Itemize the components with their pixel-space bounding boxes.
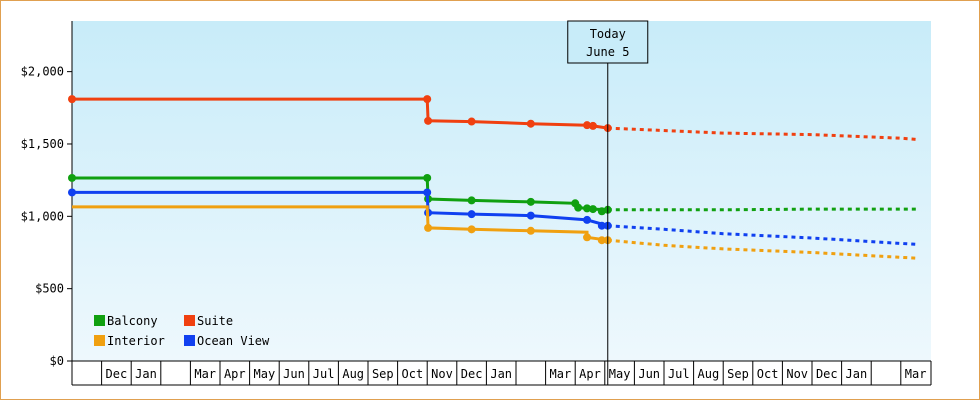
x-tick-label: May [609, 367, 631, 381]
y-tick-label: $0 [50, 354, 64, 368]
x-tick-label: Jan [490, 367, 512, 381]
data-point-ocean-view [68, 188, 76, 197]
x-tick-label: Sep [727, 367, 749, 381]
x-tick-label: Dec [106, 367, 128, 381]
x-tick-label: Jan [135, 367, 157, 381]
data-point-suite [588, 121, 597, 130]
data-point-balcony [68, 173, 76, 182]
x-tick-label: Jan [846, 367, 868, 381]
today-label: Today [590, 27, 626, 41]
data-point-ocean-view [526, 211, 535, 220]
x-tick-label: Aug [342, 367, 364, 381]
x-tick-label: Sep [372, 367, 394, 381]
x-tick-label: Oct [757, 367, 779, 381]
x-tick-label: Nov [431, 367, 453, 381]
data-point-ocean-view [583, 215, 592, 224]
legend-swatch-balcony [94, 315, 105, 326]
x-tick-label: Nov [786, 367, 808, 381]
today-date-label: June 5 [586, 45, 629, 59]
x-tick-label: Mar [905, 367, 927, 381]
today-callout-box [567, 20, 649, 64]
x-tick-label: Jun [283, 367, 305, 381]
y-tick-label: $1,000 [21, 209, 64, 223]
x-tick-label: Jun [638, 367, 660, 381]
today-marker: Today June 5 [567, 20, 649, 385]
data-point-interior [583, 233, 592, 242]
legend-label-ocean-view: Ocean View [197, 334, 270, 348]
data-point-interior [526, 226, 535, 235]
x-tick-label: Mar [550, 367, 572, 381]
x-tick-label: Oct [402, 367, 424, 381]
data-point-balcony [574, 203, 583, 212]
y-tick-label: $1,500 [21, 137, 64, 151]
legend-label-interior: Interior [107, 334, 165, 348]
data-point-ocean-view [467, 210, 476, 219]
data-point-balcony [597, 207, 606, 216]
x-tick-label: Aug [698, 367, 720, 381]
legend-swatch-interior [94, 335, 105, 346]
series-layer [68, 95, 919, 260]
legend-swatch-suite [184, 315, 195, 326]
data-point-balcony [583, 204, 592, 213]
legend: Balcony Suite Interior Ocean View [94, 314, 270, 348]
forecast-line-ocean-view [607, 224, 919, 246]
data-point-suite [423, 95, 432, 104]
forecast-line-balcony [607, 207, 919, 212]
data-point-interior [597, 236, 606, 245]
y-axis: $0 $500 $1,000 $1,500 $2,000 [21, 21, 931, 385]
y-tick-label: $500 [35, 282, 64, 296]
data-point-suite [526, 119, 535, 128]
legend-label-suite: Suite [197, 314, 233, 328]
data-point-suite [424, 116, 433, 125]
data-point-suite [583, 121, 592, 130]
x-tick-label: Apr [224, 367, 246, 381]
legend-swatch-ocean-view [184, 335, 195, 346]
data-point-interior [467, 225, 476, 234]
x-tick-label: Jul [313, 367, 335, 381]
x-tick-label: Apr [579, 367, 601, 381]
data-point-balcony [588, 205, 597, 214]
x-tick-label: Jul [668, 367, 690, 381]
x-tick-label: Dec [816, 367, 838, 381]
x-tick-label: Dec [461, 367, 483, 381]
legend-label-balcony: Balcony [107, 314, 158, 328]
data-point-ocean-view [597, 221, 606, 230]
x-axis: Dec Jan Mar Apr May Jun Jul Aug Sep Oct Nov Dec Jan M… [71, 361, 932, 386]
data-point-suite [467, 117, 476, 126]
forecast-line-interior [607, 238, 919, 260]
data-point-balcony [467, 196, 476, 205]
data-point-balcony [526, 197, 535, 206]
data-point-suite [68, 95, 76, 104]
data-point-interior [424, 223, 433, 232]
data-point-balcony [423, 173, 432, 182]
forecast-line-suite [607, 126, 919, 142]
y-tick-label: $2,000 [21, 65, 64, 79]
data-point-ocean-view [423, 188, 432, 197]
x-tick-label: May [254, 367, 276, 381]
x-tick-label: Mar [194, 367, 216, 381]
